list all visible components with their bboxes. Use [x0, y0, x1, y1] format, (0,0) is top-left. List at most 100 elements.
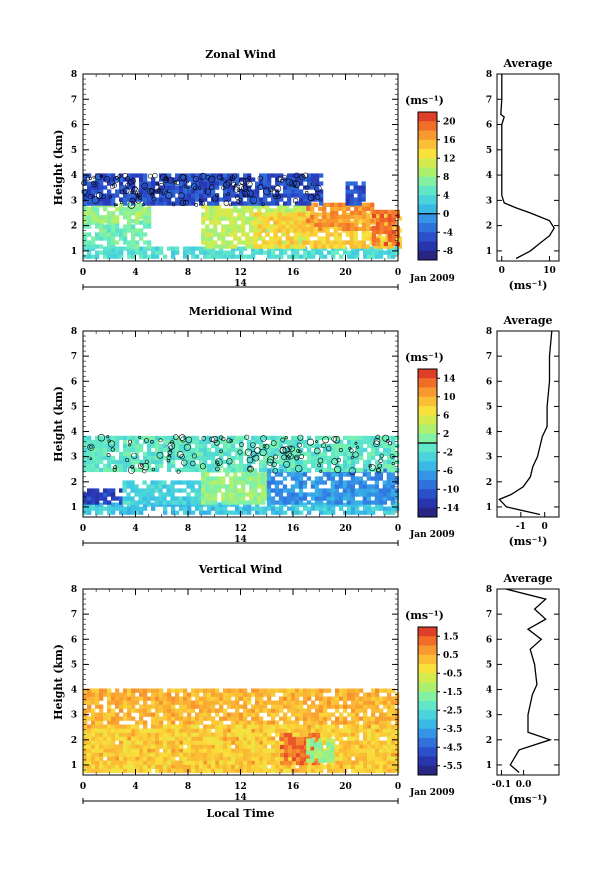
- heatmap-cell: [201, 488, 206, 493]
- heatmap-cell: [223, 700, 228, 705]
- heatmap-cell: [326, 488, 331, 493]
- heatmap-cell: [241, 228, 246, 233]
- heatmap-cell: [334, 202, 339, 207]
- heatmap-cell: [183, 768, 188, 773]
- heatmap-cell: [251, 435, 256, 441]
- heatmap-cell: [107, 732, 112, 737]
- heatmap-cell: [269, 228, 274, 233]
- heatmap-cell: [183, 708, 188, 713]
- heatmap-cell: [355, 455, 360, 461]
- heatmap-cell: [371, 233, 377, 239]
- heatmap-cell: [91, 500, 96, 505]
- heatmap-cell: [171, 700, 176, 705]
- heatmap-cell: [131, 201, 136, 206]
- heatmap-cell: [215, 700, 220, 705]
- contour-segment: [246, 465, 254, 473]
- heatmap-cell: [213, 232, 218, 237]
- heatmap-cell: [251, 712, 256, 717]
- heatmap-cell: [235, 736, 240, 741]
- heatmap-cell: [223, 712, 228, 717]
- heatmap-cell: [271, 716, 276, 721]
- heatmap-cell: [287, 455, 292, 461]
- heatmap-cell: [159, 173, 164, 178]
- heatmap-cell: [387, 229, 392, 235]
- heatmap-cell: [135, 207, 140, 212]
- heatmap-cell: [199, 189, 204, 194]
- contour-segment: [199, 172, 207, 180]
- heatmap-cell: [266, 500, 272, 505]
- heatmap-cell: [119, 455, 124, 461]
- heatmap-cell: [327, 455, 332, 461]
- heatmap-cell: [167, 768, 172, 773]
- heatmap-cell: [310, 480, 316, 485]
- heatmap-cell: [357, 189, 362, 194]
- contour-segment: [317, 457, 324, 464]
- heatmap-cell: [263, 506, 268, 511]
- heatmap-cell: [391, 696, 396, 701]
- heatmap-cell: [301, 236, 306, 241]
- heatmap-cell: [131, 696, 136, 701]
- heatmap-cell: [207, 435, 212, 441]
- heatmap-cell: [166, 500, 171, 505]
- heatmap-cell: [147, 740, 152, 745]
- heatmap-cell: [295, 193, 300, 198]
- heatmap-cell: [155, 254, 160, 259]
- heatmap-cell: [281, 240, 286, 245]
- heatmap-cell: [343, 700, 348, 705]
- heatmap-cell: [221, 228, 226, 233]
- heatmap-cell: [131, 736, 136, 741]
- heatmap-cell: [191, 250, 196, 255]
- heatmap-cell: [331, 506, 336, 511]
- heatmap-cell: [111, 510, 116, 515]
- heatmap-cell: [330, 480, 335, 485]
- heatmap-cell: [229, 224, 234, 229]
- heatmap-cell: [99, 193, 104, 198]
- heatmap-cell: [135, 240, 140, 245]
- heatmap-cell: [131, 197, 136, 202]
- heatmap-cell: [103, 447, 108, 453]
- contour-segment: [235, 195, 240, 200]
- heatmap-cell: [123, 189, 128, 194]
- heatmap-cell: [175, 439, 180, 445]
- heatmap-cell: [285, 236, 290, 241]
- heatmap-cell: [279, 451, 284, 457]
- heatmap-cell: [107, 193, 112, 198]
- heatmap-cell: [251, 443, 256, 449]
- heatmap-cell: [95, 700, 100, 705]
- average-y-tick-label: 1: [486, 247, 492, 257]
- heatmap-cell: [163, 177, 168, 182]
- heatmap-cell: [103, 254, 108, 259]
- heatmap-cell: [247, 764, 252, 769]
- heatmap-cell: [221, 500, 226, 505]
- heatmap-cell: [291, 193, 296, 198]
- heatmap-cell: [235, 254, 240, 259]
- heatmap-cell: [155, 740, 160, 745]
- heatmap-cell: [382, 492, 387, 497]
- heatmap-cell: [319, 193, 324, 198]
- heatmap-cell: [99, 720, 104, 725]
- heatmap-cell: [251, 193, 256, 198]
- y-tick-label: 2: [71, 478, 77, 488]
- heatmap-cell: [273, 240, 278, 245]
- heatmap-cell: [139, 688, 144, 693]
- heatmap-cell: [87, 752, 92, 757]
- heatmap-cell: [271, 704, 276, 709]
- heatmap-cell: [143, 435, 148, 441]
- heatmap-cell: [91, 688, 96, 693]
- contour-segment: [87, 443, 95, 451]
- heatmap-cell: [275, 443, 280, 449]
- heatmap-cell: [95, 692, 100, 697]
- heatmap-cell: [199, 700, 204, 705]
- heatmap-cell: [103, 764, 108, 769]
- heatmap-cell: [111, 228, 116, 233]
- heatmap-cell: [291, 506, 296, 511]
- heatmap-cell: [327, 435, 332, 441]
- heatmap-cell: [219, 197, 224, 202]
- heatmap-cell: [147, 254, 152, 259]
- heatmap-cell: [298, 500, 304, 505]
- heatmap-cell: [367, 696, 372, 701]
- heatmap-cell: [229, 220, 234, 225]
- heatmap-cell: [310, 226, 315, 231]
- heatmap-cell: [171, 250, 176, 255]
- heatmap-cell: [95, 764, 100, 769]
